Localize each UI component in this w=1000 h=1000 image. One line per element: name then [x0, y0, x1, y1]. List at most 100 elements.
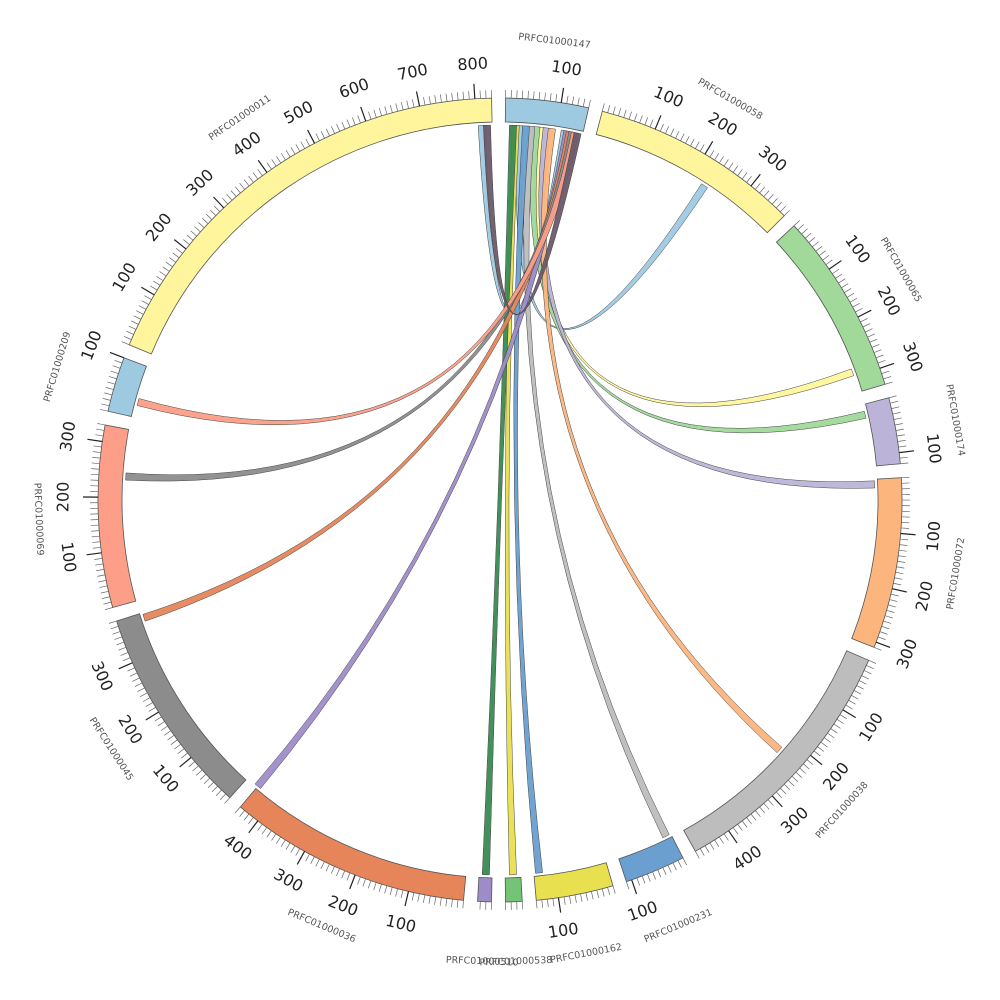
minor-tick: [588, 100, 591, 108]
minor-tick: [848, 699, 856, 705]
minor-tick: [156, 275, 164, 281]
links-layer: [125, 124, 876, 876]
minor-tick: [336, 868, 340, 877]
minor-tick: [142, 697, 151, 702]
minor-tick: [285, 150, 291, 158]
minor-tick: [153, 280, 161, 286]
major-tick: [415, 91, 421, 107]
minor-tick: [181, 752, 188, 759]
minor-tick: [657, 869, 662, 878]
minor-tick: [183, 239, 190, 245]
minor-tick: [120, 652, 129, 656]
tick-label: 100: [384, 911, 418, 936]
segment-PRFC01000058: [595, 110, 785, 234]
segment-label: PRFC01000072: [945, 537, 967, 611]
minor-tick: [819, 250, 826, 256]
minor-tick: [92, 456, 101, 459]
minor-tick: [685, 136, 690, 144]
minor-tick: [325, 863, 330, 872]
segment-label: PRFC01000058: [696, 76, 765, 122]
minor-tick: [290, 147, 296, 155]
minor-tick: [577, 97, 580, 106]
minor-tick: [207, 781, 214, 789]
minor-tick: [887, 604, 896, 608]
minor-tick: [899, 456, 908, 459]
minor-tick: [305, 853, 310, 862]
minor-tick: [755, 810, 761, 817]
minor-tick: [799, 767, 806, 774]
tick-label: 300: [777, 803, 812, 838]
minor-tick: [136, 310, 144, 315]
segment-PRFC01000036: [239, 788, 467, 901]
minor-tick: [659, 123, 664, 132]
minor-tick: [639, 115, 643, 124]
minor-tick: [91, 535, 100, 538]
minor-tick: [897, 560, 906, 563]
minor-tick: [746, 817, 752, 825]
minor-tick: [555, 93, 558, 102]
tick-label: 300: [899, 339, 927, 374]
major-tick: [296, 851, 306, 865]
minor-tick: [784, 783, 791, 791]
minor-tick: [201, 217, 209, 224]
segment-PRFC01000209: [107, 357, 147, 417]
minor-tick: [845, 704, 853, 710]
tick-label: 400: [729, 841, 765, 874]
minor-tick: [835, 273, 843, 279]
major-tick: [145, 711, 159, 721]
minor-tick: [808, 237, 816, 243]
minor-tick: [198, 222, 205, 229]
minor-tick: [439, 897, 442, 906]
minor-tick: [462, 91, 465, 100]
minor-tick: [257, 823, 263, 831]
minor-tick: [252, 172, 259, 180]
minor-tick: [862, 323, 871, 328]
minor-tick: [728, 162, 734, 170]
minor-tick: [847, 293, 855, 298]
major-tick: [473, 83, 476, 99]
minor-tick: [94, 558, 103, 560]
minor-tick: [150, 285, 158, 291]
major-tick: [891, 588, 907, 593]
minor-tick: [549, 93, 552, 102]
minor-tick: [890, 400, 899, 404]
minor-tick: [91, 530, 100, 532]
segment-PRFC01000231: [618, 836, 684, 883]
segment-PRFC01000174: [865, 397, 901, 467]
minor-tick: [704, 845, 710, 853]
minor-tick: [723, 159, 729, 167]
minor-tick: [330, 866, 335, 874]
tick-label: 200: [705, 108, 741, 140]
minor-tick: [165, 261, 173, 268]
minor-tick: [116, 641, 125, 646]
minor-tick: [434, 95, 437, 104]
minor-tick: [222, 197, 229, 205]
minor-tick: [626, 881, 630, 890]
minor-tick: [192, 765, 199, 772]
minor-tick: [164, 730, 172, 736]
minor-tick: [566, 95, 569, 104]
minor-tick: [101, 403, 110, 407]
minor-tick: [866, 665, 874, 670]
minor-tick: [541, 899, 544, 908]
minor-tick: [741, 172, 748, 180]
segment-label: PRFC01000510: [446, 955, 519, 969]
minor-tick: [898, 555, 907, 558]
minor-tick: [276, 156, 282, 164]
minor-tick: [266, 162, 272, 170]
minor-tick: [825, 259, 833, 265]
minor-tick: [129, 672, 138, 677]
minor-tick: [585, 892, 588, 901]
minor-tick: [861, 675, 870, 680]
minor-tick: [877, 360, 886, 364]
minor-tick: [91, 462, 100, 465]
link-PRFC01000147-PRFC01000510: [481, 124, 517, 876]
minor-tick: [194, 226, 201, 233]
minor-tick: [341, 870, 346, 879]
minor-tick: [709, 150, 715, 158]
minor-tick: [92, 451, 101, 453]
minor-tick: [373, 882, 377, 891]
minor-tick: [224, 797, 231, 804]
minor-tick: [652, 871, 656, 880]
